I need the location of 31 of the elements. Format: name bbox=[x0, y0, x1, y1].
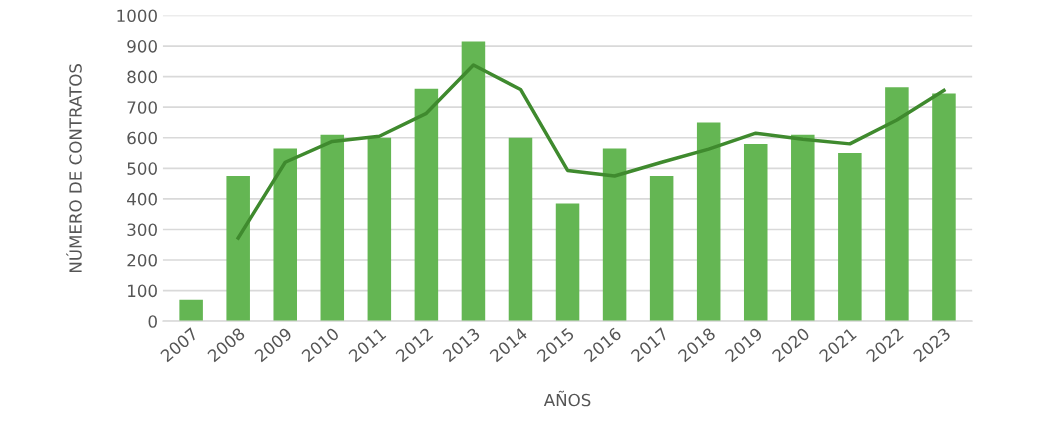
bar bbox=[320, 134, 345, 322]
y-tick-label: 700 bbox=[127, 101, 157, 114]
bar bbox=[602, 148, 627, 322]
bar bbox=[791, 134, 815, 322]
bar bbox=[696, 122, 721, 322]
y-tick-label: 800 bbox=[127, 70, 157, 84]
y-tick-label: 0 bbox=[148, 315, 157, 328]
x-axis-title: AÑOS bbox=[543, 390, 591, 407]
bar bbox=[649, 175, 674, 322]
bar bbox=[179, 299, 203, 322]
bar bbox=[367, 137, 392, 322]
bar bbox=[885, 87, 909, 322]
y-tick-label: 200 bbox=[127, 254, 157, 267]
y-tick-label: 600 bbox=[127, 131, 157, 145]
y-tick-label: 1000 bbox=[117, 9, 157, 23]
bar bbox=[414, 88, 439, 322]
bar bbox=[932, 93, 956, 322]
bar bbox=[838, 153, 862, 322]
bar bbox=[226, 175, 250, 322]
y-tick-label: 900 bbox=[127, 40, 157, 53]
line-series bbox=[236, 63, 946, 240]
bar bbox=[508, 137, 533, 322]
y-tick-label: 400 bbox=[127, 192, 157, 206]
bar bbox=[743, 143, 768, 322]
bar bbox=[555, 203, 580, 322]
y-tick-label: 100 bbox=[128, 284, 157, 298]
bar bbox=[273, 148, 297, 322]
bar bbox=[461, 41, 486, 322]
y-tick-label: 500 bbox=[127, 162, 157, 175]
y-axis-title: NÚMERO DE CONTRATOS bbox=[66, 64, 82, 272]
y-tick-label: 300 bbox=[127, 223, 157, 237]
